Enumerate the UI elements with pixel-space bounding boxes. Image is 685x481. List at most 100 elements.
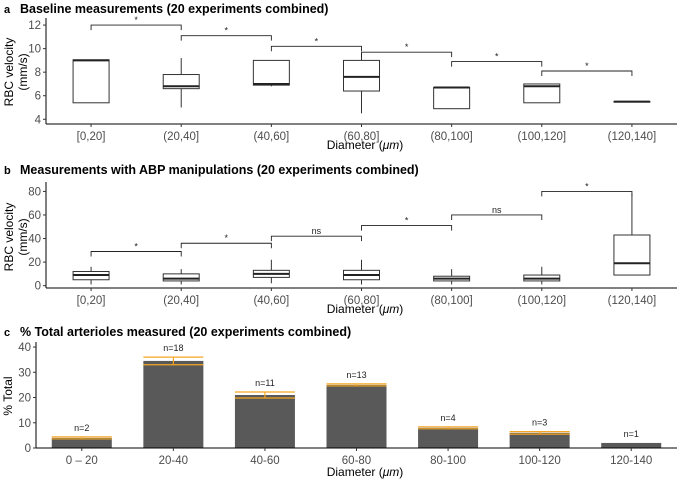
panel-a-ytick-label: 6 xyxy=(35,91,41,103)
panel-b-ytick-label: 80 xyxy=(28,186,41,198)
panel-a-label: a xyxy=(4,4,11,16)
panel-c-ytick-label: 10 xyxy=(18,418,31,430)
panel-c-plot: n=2 n=18 n=11 n=13 n=4 n=3 n=1 0 10 20 30 40 0 – 20 2… xyxy=(18,342,677,467)
panel-a-comparison-bracket xyxy=(90,24,182,31)
panel-b-xlabel: Diameter (μm) xyxy=(327,302,404,316)
panel-c-xlabel: Diameter (μm) xyxy=(327,465,404,479)
panel-b-xtick-label: (100,120] xyxy=(517,295,566,307)
panel-c-bar xyxy=(234,395,295,448)
panel-c-count-label: n=18 xyxy=(163,343,183,353)
panel-c-ytick-label: 30 xyxy=(18,367,31,379)
panel-c-bar xyxy=(143,360,204,448)
panel-c-label: c xyxy=(4,327,10,339)
panel-a-comparison-bracket xyxy=(361,51,453,58)
panel-b-comparison-bracket xyxy=(180,242,272,249)
panel-b-comparison-bracket xyxy=(361,225,453,231)
panel-a-comparison-label: * xyxy=(134,15,138,25)
panel-c-ytick-label: 0 xyxy=(25,443,31,455)
panel-c-bar xyxy=(51,437,112,448)
panel-a-comparison-label: * xyxy=(495,52,499,62)
panel-b-comparison-label: * xyxy=(405,216,409,226)
panel-a-comparison-bracket xyxy=(270,45,362,52)
panel-c-count-label: n=4 xyxy=(440,413,455,423)
panel-c-count-label: n=1 xyxy=(624,429,639,439)
panel-a-ytick-label: 8 xyxy=(35,67,41,79)
panel-a-xtick-label: (40,60] xyxy=(253,131,289,143)
panel-a-ylabel-line2: (mm/s) xyxy=(16,53,30,90)
panel-b-comparison-label: ns xyxy=(312,226,322,236)
panel-c-xtick-label: 80-100 xyxy=(430,455,466,467)
panel-c-bar xyxy=(326,384,387,448)
panel-c-xtick-label: 100-120 xyxy=(519,455,561,467)
panel-a-comparison-label: * xyxy=(585,61,589,71)
panel-b-plot: 0 20 40 60 80 [0,20] (20,40] (40,60] (60,80] (80,… xyxy=(28,181,677,307)
panel-b-comparison-label: * xyxy=(225,233,229,243)
panel-b-comparison-label: * xyxy=(585,181,589,191)
panel-c-count-label: n=11 xyxy=(255,378,275,388)
panel-c-xtick-label: 20-40 xyxy=(159,455,188,467)
panel-c-count-label: n=2 xyxy=(74,423,89,433)
panel-b-xtick-label: (20,40] xyxy=(163,295,199,307)
panel-b-box xyxy=(613,234,651,276)
panel-c-count-label: n=13 xyxy=(346,370,366,380)
panel-a-comparison-label: * xyxy=(405,42,409,52)
panel-b-ytick-label: 20 xyxy=(28,257,41,269)
panel-b-xtick-label: (40,60] xyxy=(253,295,289,307)
panel-a-ytick-label: 12 xyxy=(28,20,41,32)
panel-c-count-label: n=3 xyxy=(532,418,547,428)
panel-b-comparison-bracket xyxy=(270,235,362,242)
panel-a-xtick-label: (120,140] xyxy=(608,131,657,143)
panel-a-title: Baseline measurements (20 experiments co… xyxy=(20,2,328,16)
panel-a-comparison-bracket xyxy=(541,70,633,76)
panel-a-xtick-label: (60,80] xyxy=(344,131,380,143)
panel-a-comparison-label: * xyxy=(315,36,319,46)
panel-c-xtick-label: 120-140 xyxy=(610,455,652,467)
panel-c-ytick-label: 40 xyxy=(18,342,31,354)
panel-a-box xyxy=(433,86,471,110)
panel-b-comparison-label: * xyxy=(134,241,138,251)
panel-a-box xyxy=(343,59,380,92)
panel-a-xtick-label: (100,120] xyxy=(517,131,566,143)
panel-b-xtick-label: (80,100] xyxy=(431,295,473,307)
panel-a-ylabel-line1: RBC velocity xyxy=(2,38,16,107)
panel-b-ytick-label: 40 xyxy=(28,234,41,246)
panel-a-plot: 4 6 8 10 12 [0,20] (20,40] (40,60] (60,80] (80,10… xyxy=(28,15,677,143)
panel-a-xtick-label: (80,100] xyxy=(431,131,473,143)
panel-a-box xyxy=(523,83,561,104)
panel-b-comparison-label: ns xyxy=(492,205,502,215)
panel-c-ytick-label: 20 xyxy=(18,393,31,405)
panel-b-label: b xyxy=(4,165,11,177)
panel-c-bar xyxy=(601,442,662,448)
panel-b-comparison-bracket xyxy=(451,214,543,220)
panel-b-comparison-bracket xyxy=(541,190,633,197)
panel-a-xtick-label: [0,20] xyxy=(77,131,106,143)
panel-a-comparison-bracket xyxy=(180,35,272,41)
panel-b-ytick-label: 0 xyxy=(35,281,41,293)
panel-a-xlabel: Diameter (μm) xyxy=(327,138,404,152)
panel-b-ytick-label: 60 xyxy=(28,210,41,222)
panel-c-title: % Total arterioles measured (20 experime… xyxy=(20,325,351,339)
panel-c-xtick-label: 60-80 xyxy=(342,455,371,467)
panel-a-box xyxy=(252,59,290,86)
panel-c-xtick-label: 0 – 20 xyxy=(66,455,98,467)
panel-a-box xyxy=(162,74,200,90)
panel-a-box xyxy=(72,59,110,104)
panel-b-ylabel-line1: RBC velocity xyxy=(2,203,16,272)
panel-b-xtick-label: (120,140] xyxy=(608,295,657,307)
panel-a-comparison-label: * xyxy=(225,26,229,36)
panel-b-xtick-label: [0,20] xyxy=(77,295,106,307)
panel-b-ylabel-line2: (mm/s) xyxy=(16,218,30,255)
panel-a-comparison-bracket xyxy=(451,61,543,67)
panel-b-comparison-bracket xyxy=(90,251,182,257)
panel-b-box xyxy=(162,273,200,282)
panel-c-ylabel: % Total xyxy=(1,376,15,415)
panel-a-ytick-label: 4 xyxy=(35,114,42,126)
panel-c-xtick-label: 40-60 xyxy=(250,455,279,467)
panel-c-bar xyxy=(509,432,570,448)
panel-b-title: Measurements with ABP manipulations (20 … xyxy=(20,163,419,177)
panel-b-xtick-label: (60,80] xyxy=(344,295,380,307)
panel-a-ytick-label: 10 xyxy=(28,44,41,56)
panel-c-bar xyxy=(418,427,479,448)
panel-a-xtick-label: (20,40] xyxy=(163,131,199,143)
